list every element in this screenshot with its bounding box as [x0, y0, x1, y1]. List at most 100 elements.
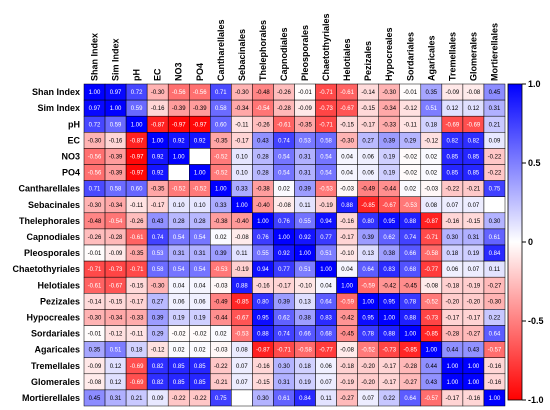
cell-value-label: -0.58 [298, 348, 312, 354]
cell-value-label: -0.20 [467, 299, 481, 305]
cell-value-label: -0.26 [130, 219, 144, 225]
cell-value-label: 0.74 [278, 332, 290, 338]
cell-value-label: -0.28 [109, 235, 123, 241]
cell-value-label: 0.04 [341, 267, 353, 273]
cell-value-label: 0.07 [320, 380, 332, 386]
cell-value-label: 0.88 [383, 332, 395, 338]
cell-value-label: -0.52 [193, 187, 207, 193]
cell-value-label: -0.48 [88, 219, 102, 225]
cell-value-label: 0.71 [89, 187, 101, 193]
cell-value-label: 1.00 [215, 187, 227, 193]
cell-value-label: -0.69 [446, 122, 460, 128]
cell-value-label: -0.03 [424, 187, 438, 193]
cell-value-label: -0.52 [424, 299, 438, 305]
cell-value-label: 0.04 [341, 171, 353, 177]
cell-value-label: -0.17 [467, 315, 481, 321]
cell-value-label: 0.39 [278, 299, 290, 305]
cell-value-label: 0.43 [257, 138, 269, 144]
cell-value-label: -0.42 [382, 283, 396, 289]
cell-value-label: -0.39 [109, 154, 123, 160]
cell-value-label: -0.87 [130, 138, 144, 144]
colorbar: 1.0 0.5 0 -0.5 -1.0 [507, 79, 544, 405]
heatmap-cell [483, 389, 506, 407]
cell-value-label: 0.59 [131, 106, 143, 112]
cell-value-label: 0.10 [236, 154, 248, 160]
cell-value-label: -0.39 [172, 106, 186, 112]
cell-value-label: 0.58 [320, 138, 332, 144]
cell-value-label: -0.56 [193, 90, 207, 96]
row-label: Pezizales [40, 296, 80, 306]
cell-value-label: 0.60 [131, 187, 143, 193]
cell-value-label: -0.30 [382, 90, 396, 96]
cell-value-label: -0.58 [424, 251, 438, 257]
cell-value-label: -0.30 [488, 299, 502, 305]
cell-value-label: 1.00 [152, 138, 164, 144]
cell-value-label: -0.22 [193, 396, 207, 402]
cell-value-label: 0.45 [89, 396, 101, 402]
cell-value-label: 0.31 [299, 171, 311, 177]
cell-value-label: 0.30 [257, 396, 269, 402]
cell-value-label: 0.10 [194, 203, 206, 209]
cell-value-label: -0.30 [235, 90, 249, 96]
cell-value-label: 0.29 [404, 138, 416, 144]
cell-value-label: -0.01 [403, 90, 417, 96]
cell-value-label: -0.49 [361, 187, 375, 193]
cell-value-label: 1.00 [278, 235, 290, 241]
cell-value-label: -0.12 [403, 106, 417, 112]
cell-value-label: 0.92 [278, 251, 290, 257]
cell-value-label: 0.39 [215, 251, 227, 257]
cell-value-label: 0.18 [131, 348, 143, 354]
cell-value-label: -0.18 [446, 283, 460, 289]
column-label: Glomerales [468, 32, 478, 81]
cell-value-label: -0.28 [277, 106, 291, 112]
cell-value-label: -0.16 [340, 219, 354, 225]
column-label: Helotiales [342, 38, 352, 81]
cell-value-label: 0.18 [447, 251, 459, 257]
cell-value-label: 0.80 [257, 299, 269, 305]
cell-value-label: -0.28 [446, 332, 460, 338]
cell-value-label: 1.00 [236, 203, 248, 209]
cell-value-label: -0.73 [382, 348, 396, 354]
cell-value-label: 0.02 [194, 348, 206, 354]
cell-value-label: 0.45 [489, 90, 501, 96]
cell-value-label: -0.16 [488, 380, 502, 386]
column-label: Pezizales [363, 41, 373, 81]
cell-value-label: 0.02 [173, 348, 185, 354]
column-label: Sordariales [405, 32, 415, 81]
cell-value-label: -0.71 [319, 122, 333, 128]
cell-value-label: 0.33 [215, 203, 227, 209]
cell-value-label: 0.54 [278, 154, 290, 160]
cell-value-label: 0.09 [489, 138, 501, 144]
cell-value-label: -0.16 [446, 219, 460, 225]
cell-value-label: 0.43 [425, 380, 437, 386]
cell-value-label: -0.14 [88, 299, 102, 305]
cell-value-label: -0.17 [277, 283, 291, 289]
cell-value-label: 0.54 [320, 154, 332, 160]
cell-value-label: -0.38 [214, 219, 228, 225]
cell-value-label: -0.11 [130, 332, 144, 338]
cell-value-label: 0.95 [362, 315, 374, 321]
cell-value-label: 0.94 [257, 267, 269, 273]
cell-value-label: 0.88 [257, 332, 269, 338]
cell-value-label: -0.17 [130, 299, 144, 305]
heatmap-cell [189, 148, 211, 165]
cell-value-label: -0.11 [130, 203, 144, 209]
cell-value-label: 0.59 [110, 122, 122, 128]
cell-value-label: 0.92 [194, 138, 206, 144]
cell-value-label: 0.92 [152, 171, 164, 177]
cell-value-label: -0.01 [88, 332, 102, 338]
heatmap-cell [167, 164, 190, 181]
cell-value-label: 0.31 [468, 235, 480, 241]
cell-value-label: -0.02 [193, 332, 207, 338]
row-labels: Shan Index Sim Index pH EC NO3 PO4 Cantharella… [12, 87, 80, 403]
cell-value-label: 0.08 [425, 203, 437, 209]
cell-value-label: -0.59 [361, 283, 375, 289]
cell-value-label: -0.71 [277, 348, 291, 354]
cell-value-label: 0.13 [299, 299, 311, 305]
cell-value-label: -0.26 [256, 122, 270, 128]
cell-value-label: 0.97 [110, 90, 122, 96]
cell-value-label: -0.16 [256, 283, 270, 289]
cell-value-label: 0.95 [383, 219, 395, 225]
cell-value-label: -0.69 [130, 364, 144, 370]
cell-value-label: 0.54 [194, 267, 206, 273]
